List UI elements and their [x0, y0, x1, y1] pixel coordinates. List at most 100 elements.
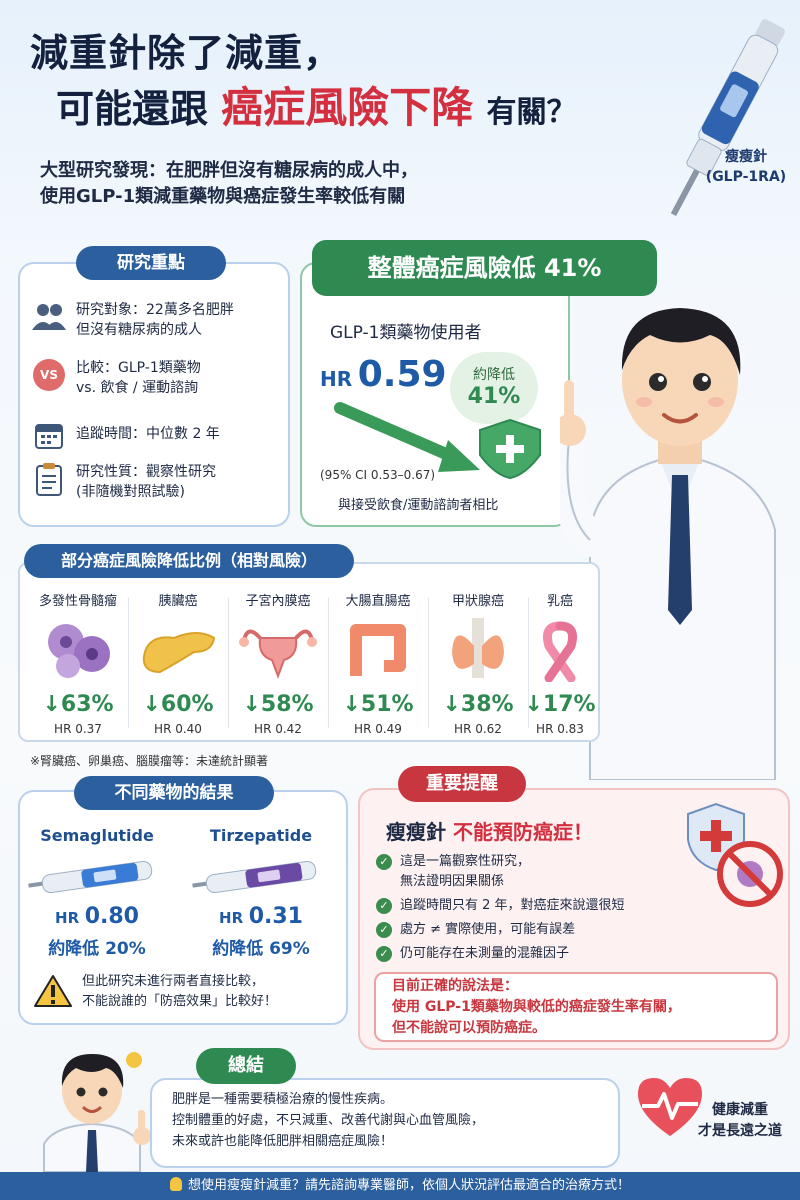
reminder-head-highlight: 不能預防癌症！: [452, 820, 593, 844]
reduction-label: 約降低: [473, 367, 515, 383]
pen-label-line-2: (GLP-1RA): [705, 168, 787, 185]
footer-text: 想使用瘦瘦針減重？請先諮詢專業醫師，依個人狀況評估最適合的治療方式！: [187, 1178, 630, 1193]
key-item-line: (非隨機對照試驗): [76, 484, 185, 501]
subtitle: 大型研究發現：在肥胖但沒有糖尿病的成人中， 使用GLP-1類減重藥物與癌症發生率…: [40, 158, 418, 210]
people-icon: [32, 300, 66, 334]
subtitle-line-1: 大型研究發現：在肥胖但沒有糖尿病的成人中，: [40, 160, 418, 181]
pink-ribbon-icon: [542, 621, 578, 683]
key-points-title: 研究重點: [76, 246, 226, 280]
shield-no-virus-icon: [687, 802, 783, 907]
reminder-item: ✓ 仍可能存在未測量的混雜因子: [376, 944, 696, 964]
doctor-illustration: [560, 308, 776, 780]
warning-line-2: 不能說誰的「防癌效果」比較好！: [82, 993, 278, 1009]
correct-line-3: 但不能說可以預防癌症。: [392, 1020, 546, 1036]
summary-line-3: 未來或許也能降低肥胖相關癌症風險！: [172, 1133, 394, 1149]
reminder-headline: 瘦瘦針 不能預防癌症！: [386, 816, 593, 845]
drug-hr-tirzepatide: HR 0.31: [186, 904, 336, 929]
reminder-line: 這是一篇觀察性研究，: [400, 854, 531, 869]
pen-label-line-1: 瘦瘦針: [725, 149, 767, 165]
thyroid-icon: [452, 618, 504, 678]
hr-value: 0.31: [248, 904, 303, 929]
key-item-followup: 追蹤時間：中位數 2 年: [32, 418, 282, 452]
check-icon: ✓: [376, 854, 392, 870]
drug-reduction-tirzepatide: 約降低 69%: [212, 939, 310, 959]
drug-results-title: 不同藥物的結果: [74, 776, 274, 810]
cancer-percent: ↓38%: [442, 692, 514, 717]
key-item-design: 研究性質：觀察性研究 (非隨機對照試驗): [32, 462, 282, 503]
calendar-icon: [32, 418, 66, 452]
drug-name-semaglutide: Semaglutide: [40, 826, 154, 845]
slogan-line-2: 才是長遠之道: [698, 1123, 782, 1139]
divider: [128, 598, 129, 728]
drug-name-tirzepatide: Tirzepatide: [209, 826, 313, 845]
cancer-item-endometrial: 子宮內膜癌 ↓58% HR 0.42: [228, 590, 328, 736]
semaglutide-pen-icon: [28, 860, 153, 894]
correct-statement-box: [374, 972, 778, 1042]
title-prefix: 可能還跟: [56, 87, 209, 131]
warning-icon: [34, 975, 72, 1007]
divider: [528, 598, 529, 728]
cancer-item-breast: 乳癌 ↓17% HR 0.83: [520, 590, 600, 736]
reminder-line: 無法證明因果關係: [400, 873, 505, 889]
check-icon: ✓: [376, 922, 392, 938]
non-significant-note: ※腎臟癌、卵巢癌、腦膜瘤等：未達統計顯著: [30, 754, 269, 768]
reduction-value: 41%: [467, 384, 521, 409]
cancer-hr: HR 0.40: [154, 722, 202, 736]
cancer-hr: HR 0.37: [54, 722, 102, 736]
drug-reduction-semaglutide: 約降低 20%: [48, 939, 146, 959]
title-suffix: 有關？: [486, 95, 577, 130]
lightbulb-icon: [169, 1177, 182, 1191]
slogan-line-1: 健康減重: [712, 1102, 768, 1118]
comparison-warning: 但此研究未進行兩者直接比較， 不能說誰的「防癌效果」比較好！: [82, 972, 342, 1011]
cancer-percent: ↓58%: [242, 692, 314, 717]
key-item-line: 研究對象：22萬多名肥胖: [76, 302, 234, 318]
injection-pen-icon: [670, 19, 785, 217]
overall-hr: HR 0.59: [320, 354, 447, 395]
check-icon: ✓: [376, 898, 392, 914]
summary-title: 總結: [196, 1048, 296, 1084]
summary-line-1: 肥胖是一種需要積極治療的慢性疾病。: [172, 1092, 394, 1107]
cancer-hr: HR 0.62: [454, 722, 502, 736]
vs-icon: VS: [32, 358, 66, 392]
cancer-item-thyroid: 甲狀腺癌 ↓38% HR 0.62: [428, 590, 528, 736]
divider: [428, 598, 429, 728]
warning-line-1: 但此研究未進行兩者直接比較，: [82, 974, 265, 989]
cancer-name: 甲狀腺癌: [451, 594, 504, 609]
key-item-subjects: 研究對象：22萬多名肥胖 但沒有糖尿病的成人: [32, 300, 282, 341]
comparison-note: 與接受飲食/運動諮詢者相比: [338, 498, 499, 513]
cancer-name: 胰臟癌: [158, 594, 198, 609]
reminder-title: 重要提醒: [398, 766, 526, 802]
slogan: 健康減重 才是長遠之道: [690, 1100, 790, 1142]
heart-pulse-icon: [638, 1078, 702, 1136]
cancer-hr: HR 0.83: [536, 722, 584, 736]
key-item-line: 但沒有糖尿病的成人: [76, 322, 202, 339]
correct-statement: 目前正確的說法是： 使用 GLP-1類藥物與較低的癌症發生率有關， 但不能說可以…: [392, 976, 772, 1039]
key-item-line: 研究性質：觀察性研究: [76, 464, 216, 480]
key-item-comparison: VS 比較：GLP-1類藥物 vs. 飲食 / 運動諮詢: [32, 358, 282, 399]
summary-panel: [150, 1078, 620, 1168]
key-item-line: 比較：GLP-1類藥物: [76, 360, 201, 376]
summary-text: 肥胖是一種需要積極治療的慢性疾病。 控制體重的好處，不只減重、改善代謝與心血管風…: [172, 1090, 612, 1152]
title-line-2: 可能還跟 癌症風險下降 有關？: [56, 82, 577, 135]
reminder-item: ✓ 處方 ≠ 實際使用，可能有誤差: [376, 920, 696, 940]
cancer-item-myeloma: 多發性骨髓瘤 ↓63% HR 0.37: [28, 590, 128, 736]
doctor-small-illustration: [43, 1052, 151, 1172]
reminder-line: 追蹤時間只有 2 年，對癌症來說還很短: [400, 898, 625, 913]
reminder-head-prefix: 瘦瘦針: [386, 820, 446, 844]
reminder-line: 處方 ≠ 實際使用，可能有誤差: [400, 922, 576, 937]
divider: [228, 598, 229, 728]
cancer-percent: ↓60%: [142, 692, 214, 717]
glp-user-label: GLP-1類藥物使用者: [330, 323, 482, 343]
hr-label: HR: [320, 367, 353, 391]
summary-line-2: 控制體重的好處，不只減重、改善代謝與心血管風險，: [172, 1112, 485, 1128]
cancer-hr: HR 0.49: [354, 722, 402, 736]
subtitle-line-2: 使用GLP-1類減重藥物與癌症發生率較低有關: [40, 186, 406, 208]
title-line-1: 減重針除了減重，: [30, 31, 343, 75]
down-arrow-icon: [334, 402, 541, 480]
cancer-name: 多發性骨髓瘤: [38, 594, 117, 609]
title-highlight: 癌症風險下降: [221, 83, 474, 132]
clipboard-icon: [32, 462, 66, 496]
vs-badge: VS: [33, 359, 65, 391]
cancer-risk-title: 部分癌症風險降低比例（相對風險）: [24, 544, 354, 578]
check-icon: ✓: [376, 946, 392, 962]
